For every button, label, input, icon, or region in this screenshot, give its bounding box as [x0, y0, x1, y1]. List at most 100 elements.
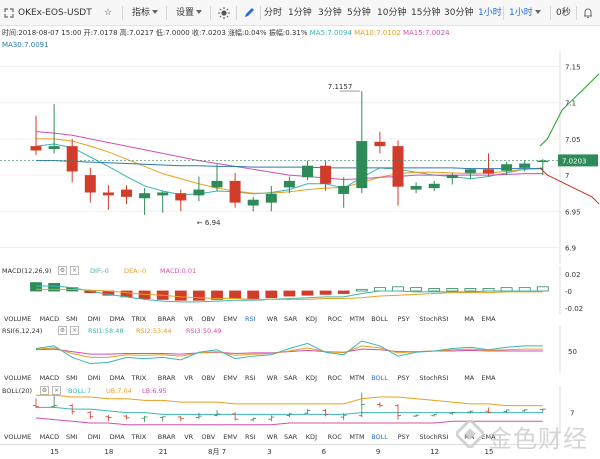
info-ma15: MA15:7.0024: [402, 29, 450, 37]
indicator-tab-rsi[interactable]: RSI: [245, 374, 256, 382]
candlestick-chart[interactable]: 7.15 7.1 7.05 7 6.95 6.9 7.0203 7.1157 ← 6.94: [0, 52, 600, 264]
indicator-tab-emv[interactable]: EMV: [223, 433, 238, 441]
boll-lb-value: LB:6.95: [142, 387, 167, 395]
indicator-tab-macd[interactable]: MACD: [39, 315, 60, 323]
indicator-tab-dmi[interactable]: DMI: [87, 433, 101, 441]
indicator-tab-ema[interactable]: EMA: [481, 315, 496, 323]
rsi-chart[interactable]: 50: [0, 326, 600, 372]
interval-tab-4[interactable]: 10分钟: [377, 8, 407, 18]
time-tick-label: 18: [104, 448, 113, 456]
indicator-tab-trix[interactable]: TRIX: [131, 374, 147, 382]
indicator-tab-psy[interactable]: PSY: [397, 315, 410, 323]
indicator-tab-boll[interactable]: BOLL: [371, 433, 388, 441]
indicator-tab-vr[interactable]: VR: [184, 374, 194, 382]
toolbar: OKEx-EOS-USDT ☆ 指标 设置 分时 1分钟 3分钟 5分钟 10分…: [0, 0, 600, 26]
indicator-tab-wr[interactable]: WR: [266, 374, 278, 382]
indicator-tab-roc[interactable]: ROC: [327, 315, 342, 323]
indicator-tab-sar[interactable]: SAR: [284, 433, 298, 441]
gear-icon[interactable]: ⚙: [58, 326, 67, 335]
indicator-tab-stochrsi[interactable]: StochRSI: [419, 433, 449, 441]
interval-tab-7[interactable]: 1小时: [478, 8, 502, 18]
interval-tab-0[interactable]: 分时: [264, 8, 283, 18]
indicator-button[interactable]: 指标: [132, 0, 159, 26]
indicator-tab-volume[interactable]: VOLUME: [4, 315, 32, 323]
indicator-tab-ma[interactable]: MA: [464, 374, 475, 382]
indicator-tab-brar[interactable]: BRAR: [157, 433, 176, 441]
indicator-tab-mtm[interactable]: MTM: [349, 374, 365, 382]
price-tick-label: 6.9: [565, 245, 576, 253]
indicator-tab-kdj[interactable]: KDJ: [305, 374, 317, 382]
close-icon[interactable]: ×: [70, 266, 79, 275]
interval-tab-3[interactable]: 5分钟: [347, 8, 371, 18]
indicator-tab-psy[interactable]: PSY: [397, 374, 410, 382]
macd-bar: [446, 288, 459, 292]
indicator-tab-dma[interactable]: DMA: [109, 374, 125, 382]
indicator-tab-emv[interactable]: EMV: [223, 315, 238, 323]
indicator-tab-volume[interactable]: VOLUME: [4, 374, 32, 382]
settings-button[interactable]: 设置: [176, 0, 203, 26]
interval-select[interactable]: 1小时: [509, 0, 541, 26]
star-icon[interactable]: ☆: [104, 8, 113, 18]
bell-icon[interactable]: [582, 7, 594, 19]
interval-tab-6[interactable]: 30分钟: [444, 8, 474, 18]
indicator-tab-volume[interactable]: VOLUME: [4, 433, 32, 441]
indicator-tab-roc[interactable]: ROC: [327, 374, 342, 382]
macd-bar: [48, 283, 60, 292]
rsi-params: RSI(6,12,24): [2, 327, 43, 335]
indicator-tab-kdj[interactable]: KDJ: [305, 315, 317, 323]
indicator-tab-roc[interactable]: ROC: [327, 433, 342, 441]
theme-toggle-icon[interactable]: [218, 7, 230, 19]
indicator-tab-brar[interactable]: BRAR: [157, 315, 176, 323]
indicator-tab-trix[interactable]: TRIX: [131, 433, 147, 441]
indicator-tab-psy[interactable]: PSY: [397, 433, 410, 441]
gear-icon[interactable]: ⚙: [58, 266, 67, 275]
indicator-tab-smi[interactable]: SMI: [66, 433, 78, 441]
gear-icon[interactable]: ⚙: [40, 386, 49, 395]
indicator-tab-obv[interactable]: OBV: [201, 315, 216, 323]
indicator-tab-rsi[interactable]: RSI: [245, 433, 256, 441]
indicator-tab-rsi[interactable]: RSI: [245, 315, 256, 323]
close-icon[interactable]: ×: [70, 326, 79, 335]
boll-lb-line: [35, 417, 543, 426]
indicator-tab-stochrsi[interactable]: StochRSI: [419, 315, 449, 323]
indicator-tab-dma[interactable]: DMA: [109, 433, 125, 441]
indicator-tab-sar[interactable]: SAR: [284, 374, 298, 382]
indicator-tab-ma[interactable]: MA: [464, 315, 475, 323]
indicator-tab-dmi[interactable]: DMI: [87, 374, 101, 382]
indicator-tab-boll[interactable]: BOLL: [371, 315, 388, 323]
indicator-tab-wr[interactable]: WR: [266, 315, 278, 323]
settings-label: 设置: [176, 8, 195, 18]
indicator-tab-stochrsi[interactable]: StochRSI: [419, 374, 449, 382]
indicator-tab-sar[interactable]: SAR: [284, 315, 298, 323]
interval-tab-1[interactable]: 1分钟: [288, 8, 312, 18]
indicator-tab-ema[interactable]: EMA: [481, 433, 496, 441]
indicator-tab-wr[interactable]: WR: [266, 433, 278, 441]
indicator-tab-smi[interactable]: SMI: [66, 374, 78, 382]
indicator-tab-dma[interactable]: DMA: [109, 315, 125, 323]
indicator-tab-emv[interactable]: EMV: [223, 374, 238, 382]
indicator-tab-mtm[interactable]: MTM: [349, 433, 365, 441]
indicator-tab-macd[interactable]: MACD: [39, 433, 60, 441]
boll-chart[interactable]: 7: [0, 386, 600, 432]
indicator-tab-obv[interactable]: OBV: [201, 374, 216, 382]
indicator-tab-vr[interactable]: VR: [184, 315, 194, 323]
indicator-tab-mtm[interactable]: MTM: [349, 315, 365, 323]
indicator-tab-trix[interactable]: TRIX: [131, 315, 147, 323]
interval-tab-2[interactable]: 3分钟: [318, 8, 342, 18]
macd-chart[interactable]: 0.02 -0 -0.02: [0, 266, 600, 314]
interval-tab-5[interactable]: 15分钟: [411, 8, 441, 18]
indicator-tab-smi[interactable]: SMI: [66, 315, 78, 323]
indicator-tab-dmi[interactable]: DMI: [87, 315, 101, 323]
draw-pen-icon[interactable]: [243, 7, 255, 19]
indicator-tab-brar[interactable]: BRAR: [157, 374, 176, 382]
time-tick-label: 9: [376, 448, 380, 456]
fullscreen-icon[interactable]: [4, 8, 14, 18]
indicator-tab-macd[interactable]: MACD: [39, 374, 60, 382]
indicator-tab-kdj[interactable]: KDJ: [305, 433, 317, 441]
indicator-tab-vr[interactable]: VR: [184, 433, 194, 441]
close-icon[interactable]: ×: [52, 386, 61, 395]
indicator-tab-boll[interactable]: BOLL: [371, 374, 388, 382]
indicator-tab-ema[interactable]: EMA: [481, 374, 496, 382]
candle-body: [30, 146, 42, 151]
indicator-tab-obv[interactable]: OBV: [201, 433, 216, 441]
